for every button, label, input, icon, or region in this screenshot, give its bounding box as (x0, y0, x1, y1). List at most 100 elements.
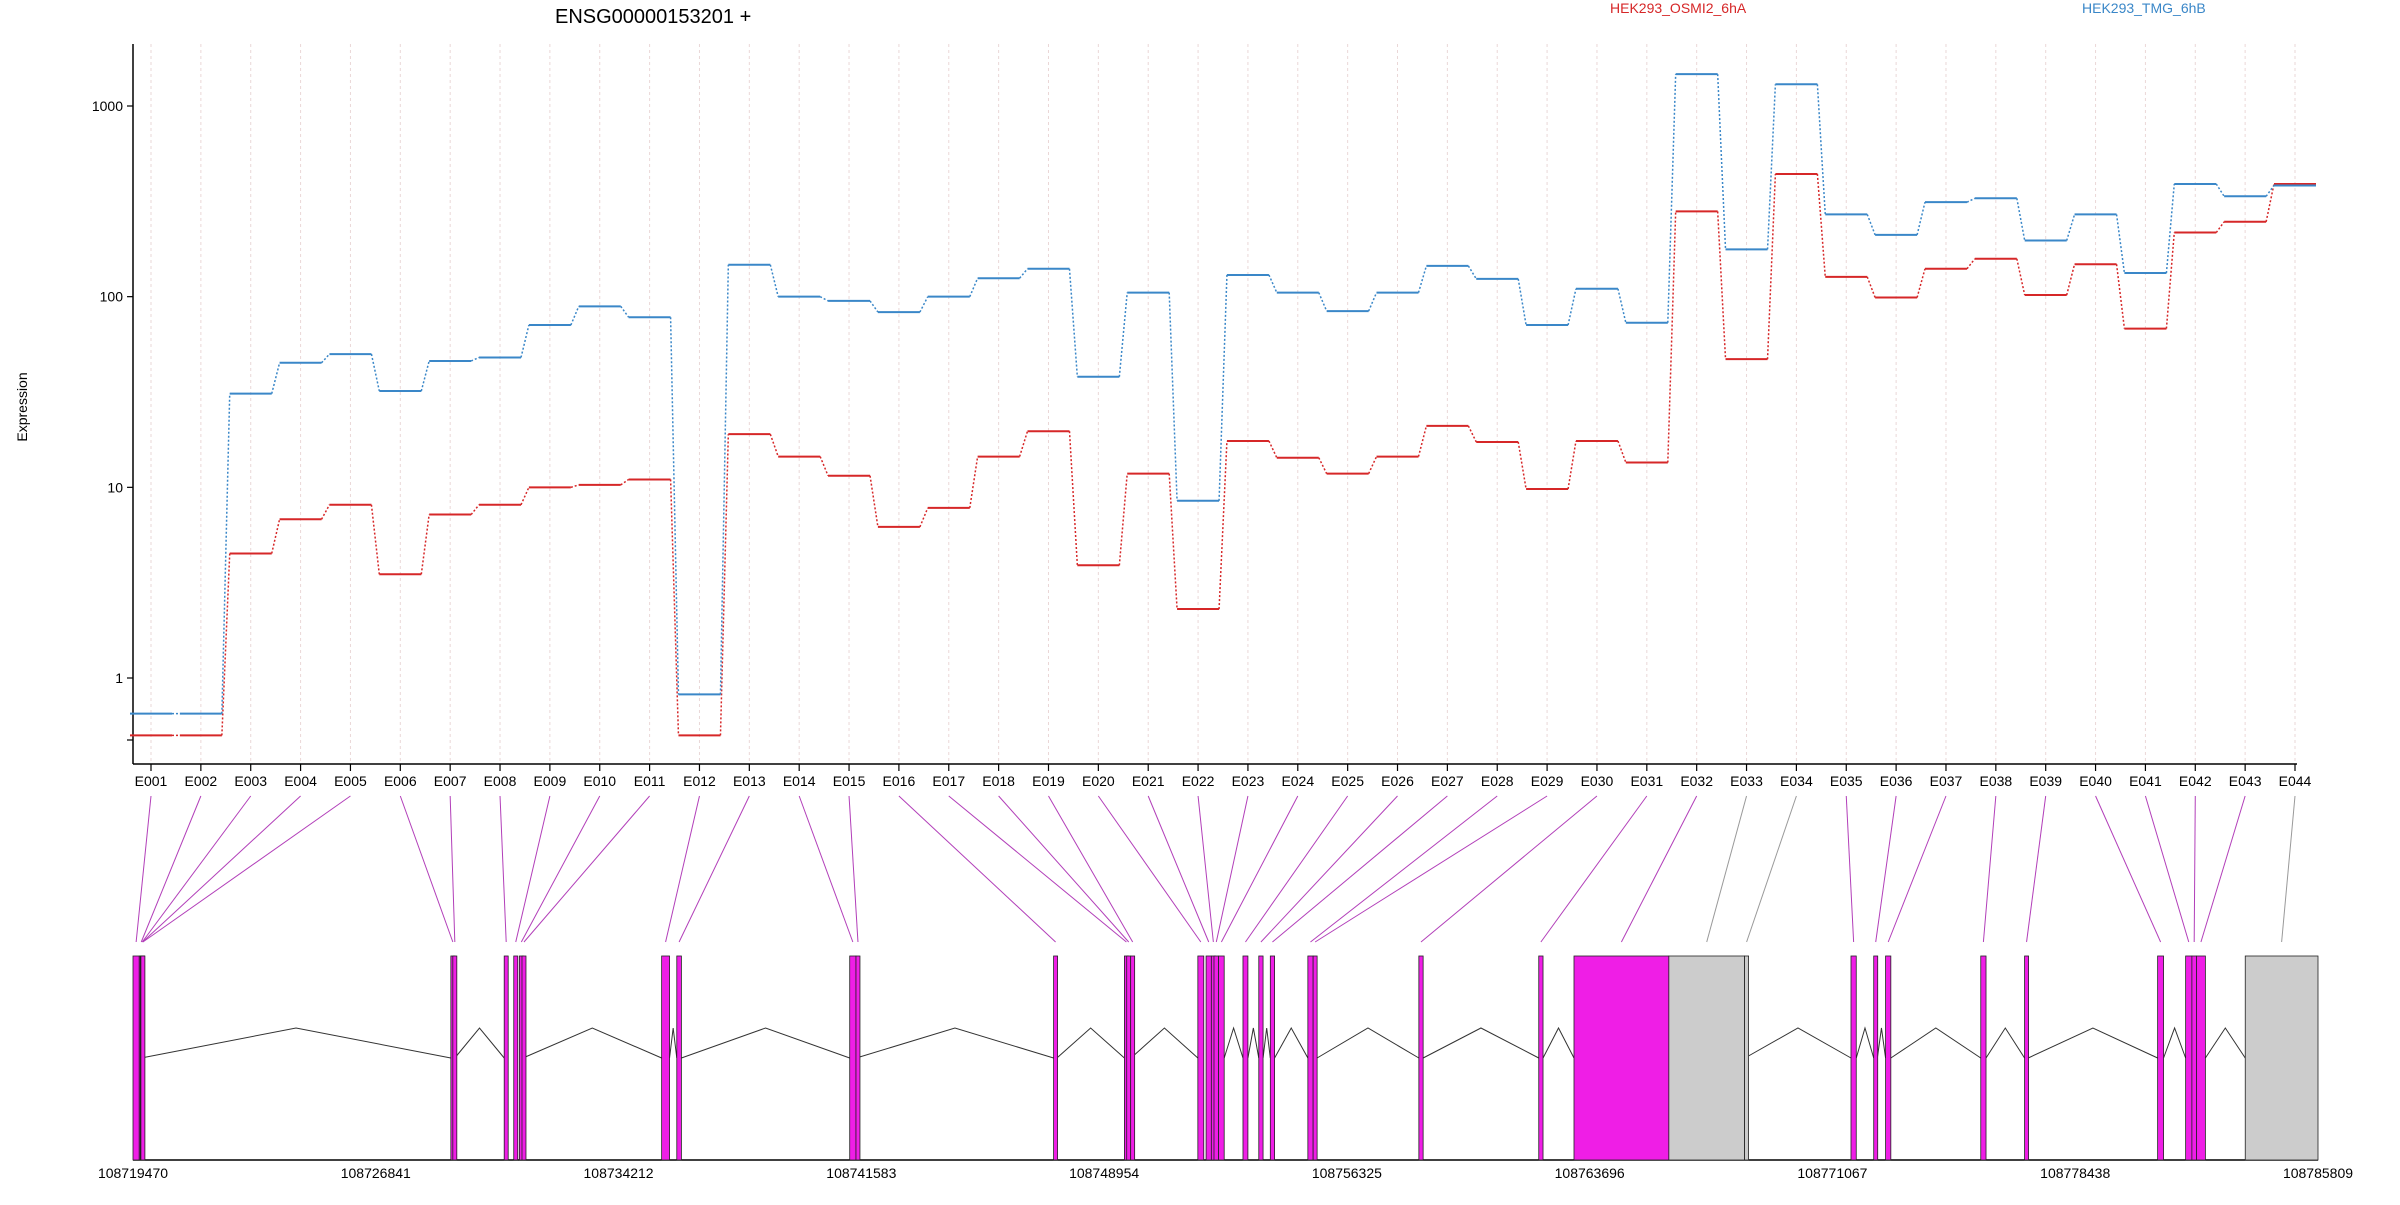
x-tick-label-E009: E009 (534, 773, 567, 789)
connector-HEK293_OSMI2_6hA-E040 (2115, 264, 2126, 329)
intron-E016 (1056, 1027, 1125, 1059)
connector-HEK293_OSMI2_6hA-E010 (620, 478, 630, 486)
connector-HEK293_OSMI2_6hA-E028 (1517, 441, 1527, 490)
exon-block-E041 (2185, 955, 2193, 1161)
exon-connector-E001 (135, 795, 152, 943)
exon-labels: E001 E002 E003 E004 E005 E006 E007 E008 E009 E010… (135, 764, 2312, 789)
x-tick-label-E032: E032 (1680, 773, 1713, 789)
connector-HEK293_OSMI2_6hA-E037 (1966, 258, 1976, 270)
connector-HEK293_TMG_6hB-E015 (869, 300, 879, 313)
exon-connector-E011 (523, 795, 650, 943)
intron-E019 (1130, 1027, 1199, 1059)
connector-HEK293_OSMI2_6hA-E039 (2065, 264, 2076, 296)
grid-lines (150, 44, 2296, 764)
exon-block-E039 (2024, 955, 2029, 1161)
exon-block-E036 (1873, 955, 1879, 1161)
connector-HEK293_TMG_6hB-E009 (570, 306, 580, 326)
connector-HEK293_OSMI2_6hA-E034 (1816, 173, 1827, 277)
connector-HEK293_TMG_6hB-E021 (1168, 292, 1178, 501)
connector-HEK293_TMG_6hB-E033 (1766, 84, 1777, 250)
connector-HEK293_TMG_6hB-E007 (470, 356, 480, 362)
exon-connector-E037 (1887, 795, 1947, 943)
connector-HEK293_TMG_6hB-E017 (969, 277, 979, 297)
x-tick-label-E025: E025 (1331, 773, 1364, 789)
intron-E031 (1542, 1026, 1575, 1059)
y-tick-label-1000: 1000 (92, 98, 123, 114)
x-tick-label-E023: E023 (1232, 773, 1265, 789)
exon-connector-E006 (399, 795, 454, 943)
exon-block-E028 (1307, 955, 1314, 1161)
x-tick-label-E004: E004 (284, 773, 317, 789)
exon-block-E034 (1744, 955, 1750, 1161)
x-tick-label-E033: E033 (1730, 773, 1763, 789)
genomic-coordinates: 108719470 108726841 108734212 108741583 1087… (98, 1165, 2353, 1181)
exon-connector-E013 (678, 795, 750, 943)
connector-HEK293_TMG_6hB-E022 (1218, 274, 1228, 501)
exon-block-E025 (1242, 955, 1249, 1161)
connector-HEK293_TMG_6hB-E010 (620, 305, 630, 318)
intron-E039 (2027, 1027, 2158, 1059)
gene-model (132, 955, 2319, 1161)
series-0 (130, 172, 2316, 737)
x-tick-label-E007: E007 (434, 773, 467, 789)
coordinate-label-4: 108748954 (1069, 1165, 1139, 1181)
intron-E036 (1876, 1027, 1887, 1059)
exon-connector-E029 (1314, 795, 1548, 943)
exon-block-E019 (1130, 955, 1136, 1161)
exon-connector-E033 (1706, 795, 1748, 943)
connector-HEK293_TMG_6hB-E027 (1467, 265, 1477, 280)
connector-HEK293_OSMI2_6hA-E025 (1367, 456, 1378, 474)
x-tick-label-E022: E022 (1182, 773, 1215, 789)
connector-HEK293_TMG_6hB-E018 (1019, 268, 1029, 279)
connector-HEK293_TMG_6hB-E026 (1417, 265, 1428, 293)
x-tick-label-E001: E001 (135, 773, 168, 789)
exon-connector-E022 (1197, 795, 1214, 943)
exon-connector-E031 (1540, 795, 1648, 943)
coordinate-label-0: 108719470 (98, 1165, 168, 1181)
exon-block-E008 (503, 955, 509, 1161)
exon-block-E033 (1668, 955, 1746, 1161)
intron-E012 (669, 1027, 678, 1059)
series-1 (130, 73, 2316, 715)
connector-HEK293_TMG_6hB-E002 (221, 393, 231, 714)
connector-HEK293_OSMI2_6hA-E013 (769, 433, 779, 457)
connector-HEK293_OSMI2_6hA-E007 (470, 504, 480, 516)
connector-HEK293_TMG_6hB-E043 (2265, 185, 2275, 197)
x-tick-label-E024: E024 (1281, 773, 1314, 789)
legend-entry-tmg: HEK293_TMG_6hB (2082, 0, 2206, 16)
exon-connector-E019 (1048, 795, 1134, 943)
exon-connector-E009 (515, 795, 551, 943)
intron-E024 (1223, 1026, 1244, 1059)
exon-block-E026 (1258, 955, 1264, 1161)
exon-connector-E005 (142, 795, 351, 943)
connector-HEK293_OSMI2_6hA-E041 (2165, 232, 2176, 329)
connector-HEK293_OSMI2_6hA-E020 (1118, 473, 1128, 566)
connector-HEK293_OSMI2_6hA-E024 (1318, 457, 1328, 474)
connector-HEK293_TMG_6hB-E039 (2065, 214, 2076, 241)
exon-block-E029 (1312, 955, 1318, 1161)
exon-connector-E039 (2026, 795, 2047, 943)
x-tick-label-E031: E031 (1630, 773, 1663, 789)
exon-block-E031 (1538, 955, 1544, 1161)
intron-E005 (141, 1027, 451, 1059)
connector-HEK293_TMG_6hB-E012 (719, 264, 730, 695)
exon-block-E009 (513, 955, 519, 1161)
y-tick-label-100: 100 (100, 289, 124, 305)
connector-HEK293_OSMI2_6hA-E023 (1268, 440, 1278, 459)
connector-HEK293_OSMI2_6hA-E015 (869, 475, 879, 528)
exon-block-E005 (140, 955, 146, 1161)
exon-block-E038 (1980, 955, 1987, 1161)
x-tick-label-E006: E006 (384, 773, 417, 789)
x-tick-label-E017: E017 (932, 773, 965, 789)
x-tick-label-E036: E036 (1880, 773, 1913, 789)
intron-E035 (1855, 1026, 1875, 1059)
connector-HEK293_TMG_6hB-E042 (2215, 183, 2225, 197)
connector-HEK293_TMG_6hB-E034 (1816, 84, 1827, 215)
connector-HEK293_OSMI2_6hA-E004 (320, 504, 331, 520)
y-axis-label: Expression (14, 372, 30, 441)
coordinate-label-9: 108785809 (2283, 1165, 2353, 1181)
x-tick-label-E012: E012 (683, 773, 716, 789)
connector-HEK293_OSMI2_6hA-E043 (2265, 183, 2275, 222)
connector-HEK293_OSMI2_6hA-E030 (1617, 440, 1627, 463)
